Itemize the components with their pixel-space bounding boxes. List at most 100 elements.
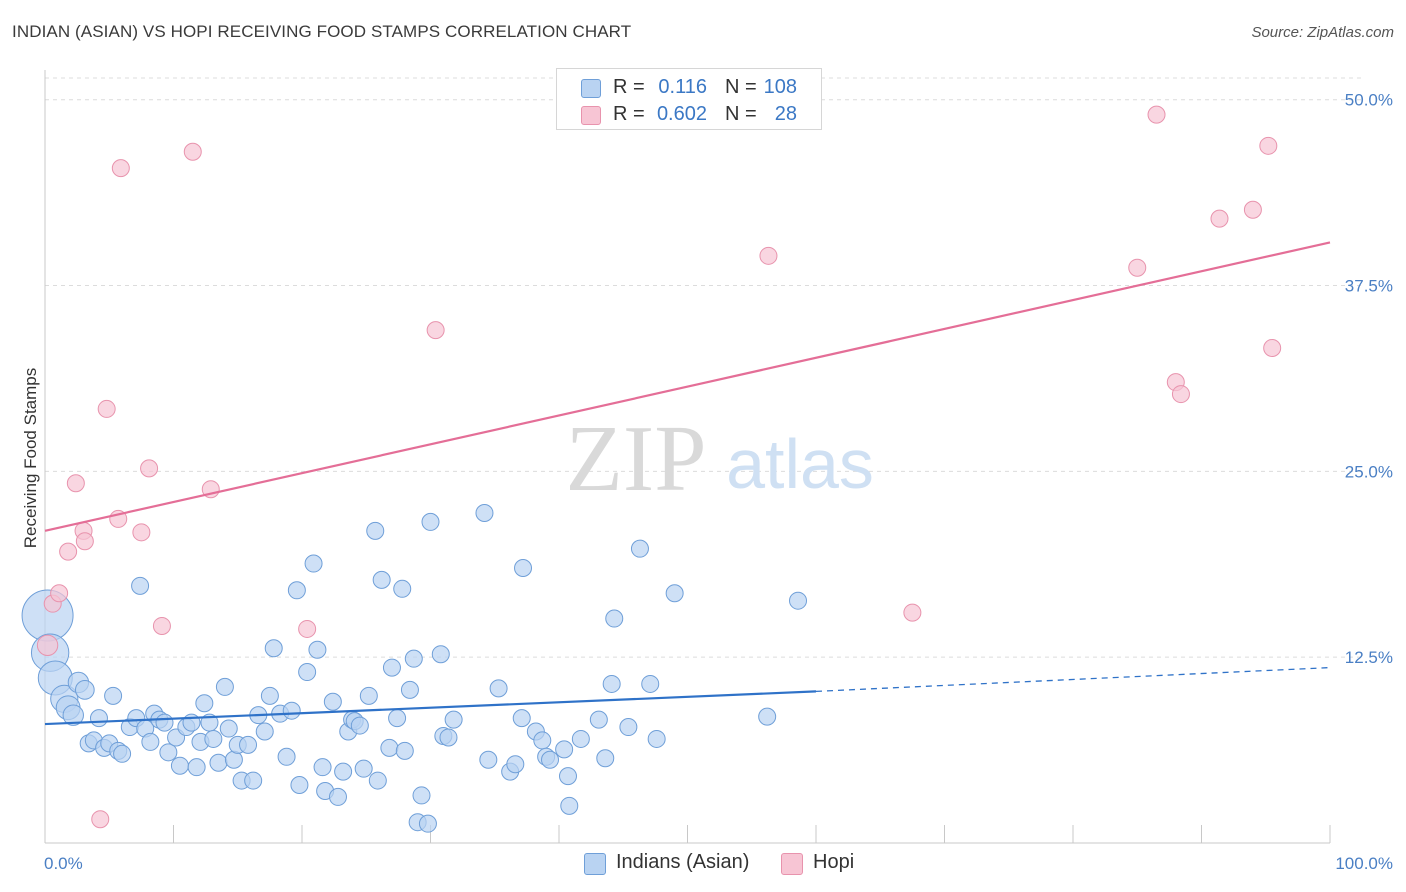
data-point bbox=[647, 729, 666, 748]
data-point bbox=[418, 814, 437, 833]
legend-n-value: 108 bbox=[763, 76, 797, 98]
data-point bbox=[368, 771, 387, 790]
grid-lines bbox=[45, 77, 1365, 658]
data-point bbox=[141, 732, 160, 751]
data-point bbox=[596, 749, 615, 768]
y-axis-label: Receiving Food Stamps bbox=[21, 368, 40, 548]
data-point bbox=[155, 713, 174, 732]
y-tick-label: 37.5% bbox=[1345, 277, 1393, 296]
data-point bbox=[298, 663, 317, 682]
trend-lines bbox=[44, 241, 1331, 726]
data-point bbox=[589, 710, 608, 729]
data-point bbox=[665, 584, 684, 603]
data-point bbox=[140, 459, 159, 478]
legend-row-pink: R = 0.602 N = 28 bbox=[557, 101, 821, 127]
data-point bbox=[328, 787, 347, 806]
data-point bbox=[66, 474, 85, 493]
data-point bbox=[62, 704, 84, 726]
legend-label: Hopi bbox=[813, 851, 855, 873]
data-point bbox=[219, 719, 238, 738]
data-point bbox=[75, 532, 94, 551]
data-point bbox=[255, 722, 274, 741]
data-point bbox=[395, 741, 414, 760]
data-point bbox=[1147, 105, 1166, 124]
legend-r-value: 0.116 bbox=[658, 76, 707, 98]
y-tick-label: 25.0% bbox=[1345, 462, 1393, 481]
data-point bbox=[1210, 209, 1229, 228]
data-point bbox=[366, 521, 385, 540]
data-point bbox=[380, 738, 399, 757]
legend-swatch-blue bbox=[581, 79, 601, 98]
data-point bbox=[759, 246, 778, 265]
data-point bbox=[602, 674, 621, 693]
data-point bbox=[354, 759, 373, 778]
data-point bbox=[444, 710, 463, 729]
legend-swatch-blue bbox=[584, 853, 606, 875]
data-point bbox=[74, 680, 95, 700]
legend-label: Indians (Asian) bbox=[616, 851, 750, 873]
data-point bbox=[131, 576, 150, 595]
data-point bbox=[475, 503, 494, 522]
data-point bbox=[479, 750, 498, 769]
legend-n-label: N = bbox=[725, 103, 757, 125]
source-credit: Source: ZipAtlas.com bbox=[1251, 24, 1394, 41]
y-tick-label: 12.5% bbox=[1345, 648, 1393, 667]
data-point bbox=[50, 584, 69, 603]
data-point bbox=[282, 701, 301, 720]
data-point bbox=[605, 609, 624, 628]
data-point bbox=[393, 579, 412, 598]
x-tick-label: 0.0% bbox=[44, 854, 83, 873]
data-point bbox=[132, 523, 151, 542]
data-point bbox=[97, 399, 116, 418]
data-point bbox=[304, 554, 323, 573]
data-point bbox=[382, 658, 401, 677]
data-point bbox=[59, 542, 78, 561]
data-point bbox=[298, 619, 317, 638]
data-point bbox=[555, 740, 574, 759]
data-point bbox=[439, 728, 458, 747]
chart-title: INDIAN (ASIAN) VS HOPI RECEIVING FOOD ST… bbox=[12, 22, 632, 41]
legend-swatch-pink bbox=[781, 853, 803, 875]
data-point bbox=[404, 649, 423, 668]
data-point bbox=[412, 786, 431, 805]
data-point bbox=[195, 694, 214, 713]
data-point bbox=[260, 686, 279, 705]
trend-line-extension bbox=[815, 666, 1331, 693]
data-point bbox=[264, 639, 283, 658]
data-point bbox=[641, 674, 660, 693]
watermark-atlas: atlas bbox=[726, 425, 874, 503]
legend-r-label: R = bbox=[613, 76, 645, 98]
data-point bbox=[209, 753, 228, 772]
data-point bbox=[372, 570, 391, 589]
data-point bbox=[560, 796, 579, 815]
legend-n-value: 28 bbox=[774, 103, 797, 125]
data-point bbox=[89, 709, 108, 728]
data-point bbox=[514, 558, 533, 577]
data-point bbox=[277, 747, 296, 766]
legend-row-blue: R = 0.116 N = 108 bbox=[557, 74, 821, 100]
data-point bbox=[323, 692, 342, 711]
data-point bbox=[215, 677, 234, 696]
data-point bbox=[1243, 200, 1262, 219]
y-tick-label: 50.0% bbox=[1345, 91, 1393, 110]
legend-r-label: R = bbox=[613, 103, 645, 125]
data-point bbox=[506, 755, 525, 774]
data-point bbox=[91, 810, 110, 829]
data-point bbox=[571, 729, 590, 748]
trend-line bbox=[44, 690, 817, 726]
data-point bbox=[1259, 136, 1278, 155]
legend-swatch-pink bbox=[581, 106, 601, 125]
data-point bbox=[36, 634, 59, 656]
data-point bbox=[489, 679, 508, 698]
data-point bbox=[903, 603, 922, 622]
data-point bbox=[152, 616, 171, 635]
data-point bbox=[1171, 385, 1190, 404]
data-point bbox=[313, 758, 332, 777]
data-point bbox=[350, 716, 369, 735]
data-point bbox=[630, 539, 649, 558]
data-point bbox=[541, 750, 560, 769]
data-point bbox=[224, 750, 243, 769]
legend-n-label: N = bbox=[725, 76, 757, 98]
data-point bbox=[512, 709, 531, 728]
data-point bbox=[308, 640, 327, 659]
